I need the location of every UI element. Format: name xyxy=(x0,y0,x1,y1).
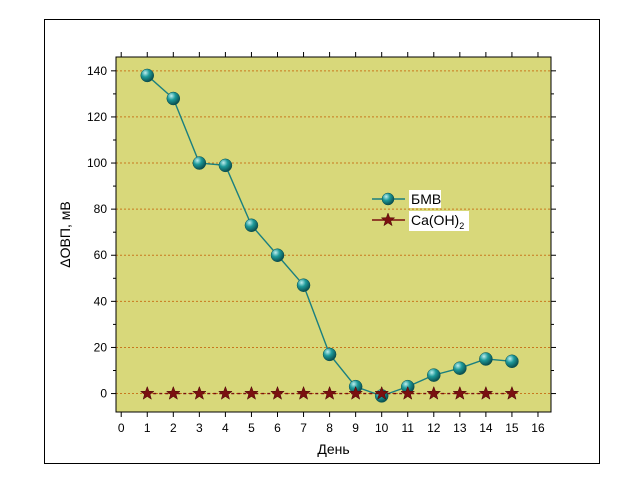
x-tick-label-14: 14 xyxy=(479,421,493,435)
gridlines xyxy=(116,70,551,395)
x-tick-label-10: 10 xyxy=(375,421,389,435)
x-tick-label-16: 16 xyxy=(531,421,545,435)
y-tick-labels: 0 20 40 60 80 100 120 140 xyxy=(87,64,107,401)
x-tick-label-7: 7 xyxy=(300,421,307,435)
legend-label-box-bmv xyxy=(409,190,441,208)
legend-label-bmv: БМВ xyxy=(411,191,441,207)
series-1-point-5 xyxy=(244,385,259,400)
series-1-point-12 xyxy=(426,385,442,400)
y-tick-label-0: 0 xyxy=(100,387,107,401)
legend-label-caoh2-main: Ca(OH) xyxy=(411,212,459,228)
series-1 xyxy=(139,385,520,400)
x-tick-label-1: 1 xyxy=(144,421,151,435)
x-tick-label-2: 2 xyxy=(170,421,177,435)
series-1-point-4 xyxy=(218,385,233,400)
legend-marker-bmv xyxy=(381,192,395,206)
series-0-point-13 xyxy=(453,361,467,375)
x-axis-title: День xyxy=(317,441,349,457)
y-tick-label-120: 120 xyxy=(87,110,107,124)
x-tick-label-15: 15 xyxy=(505,421,519,435)
x-tick-labels: 0 1 2 3 4 5 6 7 8 9 10 11 12 13 14 15 16 xyxy=(118,421,545,435)
legend-label-box-caoh2 xyxy=(409,211,469,231)
series-0-point-12 xyxy=(427,368,441,382)
x-tick-label-8: 8 xyxy=(326,421,333,435)
series-0-point-7 xyxy=(296,278,311,292)
series-1-point-6 xyxy=(270,385,285,400)
x-tick-label-3: 3 xyxy=(196,421,203,435)
series-0-point-3 xyxy=(192,156,207,170)
series-1-point-7 xyxy=(296,385,311,400)
y-tick-label-100: 100 xyxy=(87,156,107,170)
plot-border xyxy=(115,56,552,413)
x-tick-label-4: 4 xyxy=(222,421,229,435)
y-tick-label-20: 20 xyxy=(94,340,108,354)
legend: БМВ Ca(OH)2 xyxy=(372,190,469,231)
series-1-point-14 xyxy=(478,385,494,400)
x-tick-label-13: 13 xyxy=(453,421,467,435)
series-0-point-15 xyxy=(505,354,519,369)
series-0-point-1 xyxy=(140,68,155,83)
series-1-point-11 xyxy=(400,385,416,400)
series-layer xyxy=(139,68,520,403)
y-tick-label-40: 40 xyxy=(94,294,108,308)
series-0-point-5 xyxy=(244,218,259,233)
series-0-point-14 xyxy=(479,352,493,366)
y-tick-label-140: 140 xyxy=(87,64,107,78)
legend-label-caoh2-subscript: 2 xyxy=(459,221,464,231)
x-tick-label-9: 9 xyxy=(352,421,359,435)
axes xyxy=(111,52,556,417)
series-1-point-3 xyxy=(192,385,207,400)
series-1-point-2 xyxy=(165,385,181,400)
y-axis-title: ΔОВП, мВ xyxy=(57,201,73,267)
y-tick-label-60: 60 xyxy=(94,248,108,262)
series-1-point-1 xyxy=(139,385,155,400)
x-tick-label-11: 11 xyxy=(402,421,415,435)
series-0-point-8 xyxy=(322,347,337,362)
series-0-point-6 xyxy=(270,248,285,262)
series-0-point-4 xyxy=(218,158,233,173)
series-1-point-8 xyxy=(322,385,337,400)
y-tick-label-80: 80 xyxy=(94,202,108,216)
series-1-point-13 xyxy=(452,385,468,400)
x-tick-label-12: 12 xyxy=(427,421,441,435)
series-1-point-15 xyxy=(504,385,520,400)
x-tick-label-0: 0 xyxy=(118,421,125,435)
series-1-point-9 xyxy=(348,385,363,400)
legend-marker-caoh2 xyxy=(380,212,396,227)
legend-label-caoh2: Ca(OH)2 xyxy=(411,212,464,231)
x-tick-label-6: 6 xyxy=(274,421,281,435)
series-1-point-10 xyxy=(374,385,390,400)
series-0-point-2 xyxy=(166,91,181,106)
x-tick-label-5: 5 xyxy=(248,421,255,435)
